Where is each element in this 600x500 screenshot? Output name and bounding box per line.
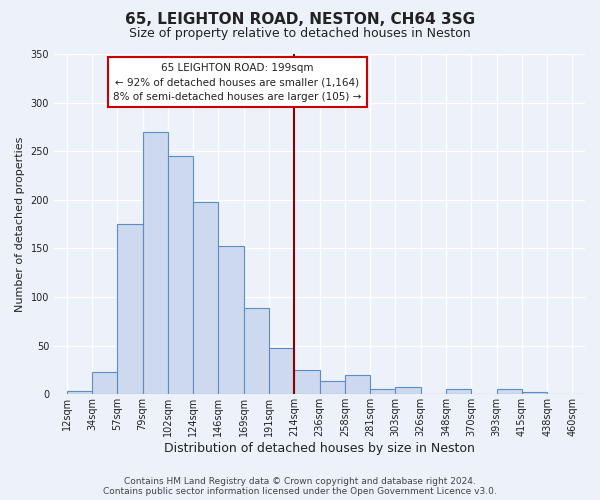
Bar: [218, 246, 244, 394]
Bar: [522, 392, 547, 394]
Bar: [320, 380, 345, 394]
Bar: [67, 392, 92, 394]
Text: Size of property relative to detached houses in Neston: Size of property relative to detached ho…: [129, 28, 471, 40]
Text: 65 LEIGHTON ROAD: 199sqm
← 92% of detached houses are smaller (1,164)
8% of semi: 65 LEIGHTON ROAD: 199sqm ← 92% of detach…: [113, 62, 361, 102]
Text: 65, LEIGHTON ROAD, NESTON, CH64 3SG: 65, LEIGHTON ROAD, NESTON, CH64 3SG: [125, 12, 475, 28]
Bar: [193, 202, 218, 394]
Bar: [395, 388, 421, 394]
Bar: [244, 308, 269, 394]
Text: Contains HM Land Registry data © Crown copyright and database right 2024.: Contains HM Land Registry data © Crown c…: [124, 477, 476, 486]
Bar: [370, 390, 395, 394]
Bar: [92, 372, 117, 394]
Bar: [294, 370, 320, 394]
Bar: [143, 132, 168, 394]
X-axis label: Distribution of detached houses by size in Neston: Distribution of detached houses by size …: [164, 442, 475, 455]
Bar: [269, 348, 294, 395]
Text: Contains public sector information licensed under the Open Government Licence v3: Contains public sector information licen…: [103, 487, 497, 496]
Y-axis label: Number of detached properties: Number of detached properties: [15, 136, 25, 312]
Bar: [117, 224, 143, 394]
Bar: [345, 375, 370, 394]
Bar: [497, 390, 522, 394]
Bar: [168, 156, 193, 394]
Bar: [446, 390, 471, 394]
